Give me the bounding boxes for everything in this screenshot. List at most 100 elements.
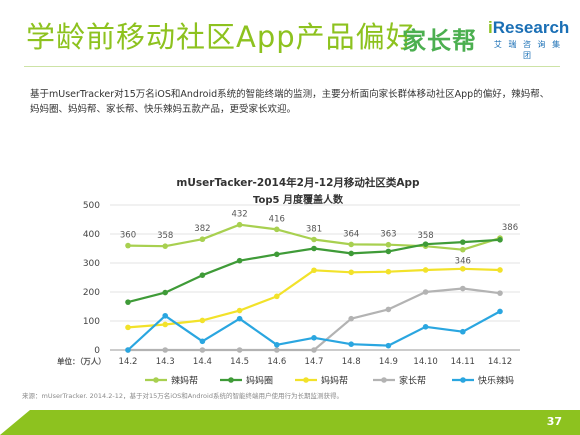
data-label: 358 bbox=[157, 231, 173, 241]
data-label: 364 bbox=[343, 229, 359, 239]
data-point bbox=[199, 272, 206, 278]
data-point bbox=[199, 347, 206, 353]
y-tick-label: 400 bbox=[83, 230, 100, 240]
footer-bar: 37 bbox=[0, 410, 580, 435]
chart-title: mUserTacker-2014年2月-12月移动社区类App bbox=[176, 176, 420, 189]
data-point bbox=[236, 257, 243, 264]
data-point bbox=[422, 267, 429, 273]
data-label: 358 bbox=[417, 231, 433, 241]
data-label: 346 bbox=[455, 257, 471, 267]
data-point bbox=[274, 293, 280, 300]
series-line bbox=[127, 310, 501, 351]
data-point bbox=[311, 236, 317, 243]
data-point bbox=[422, 324, 429, 330]
data-label: 381 bbox=[306, 225, 322, 235]
data-label: 386 bbox=[502, 223, 518, 233]
data-point bbox=[274, 251, 280, 258]
data-point bbox=[460, 239, 466, 245]
page-title: 学龄前移动社区App产品偏好 bbox=[26, 20, 416, 54]
legend-label: 家长帮 bbox=[399, 375, 426, 387]
iresearch-logo-brand: Research bbox=[492, 18, 570, 37]
data-point bbox=[422, 241, 429, 247]
y-axis-unit-label: 单位：（万人） bbox=[57, 356, 106, 366]
data-point bbox=[311, 245, 317, 252]
data-point bbox=[460, 266, 466, 272]
iresearch-logo-subtitle: 艾 瑞 咨 询 集 团 bbox=[493, 40, 563, 60]
legend-swatch-marker bbox=[153, 377, 159, 383]
data-point bbox=[385, 306, 392, 313]
data-point bbox=[497, 237, 503, 243]
data-point bbox=[385, 241, 392, 248]
data-point bbox=[311, 347, 317, 353]
x-tick-label: 14.7 bbox=[305, 357, 324, 367]
data-point bbox=[348, 269, 355, 276]
iresearch-logo-prefix: i bbox=[488, 18, 493, 37]
legend-label: 妈妈圈 bbox=[246, 375, 273, 387]
x-tick-label: 14.6 bbox=[267, 357, 286, 367]
data-point bbox=[348, 315, 355, 322]
data-label: 382 bbox=[194, 224, 210, 234]
data-point bbox=[274, 341, 280, 348]
data-point bbox=[497, 308, 503, 315]
data-point bbox=[236, 315, 243, 322]
data-point bbox=[162, 289, 168, 296]
data-point bbox=[162, 312, 168, 319]
data-point bbox=[236, 307, 243, 314]
page-number: 37 bbox=[546, 415, 562, 428]
chart-axes: 0 100 200 300 400 500 14.2 14.3 14.4 14.5 14.6 14.7… bbox=[83, 201, 512, 367]
data-point bbox=[236, 221, 243, 228]
data-point bbox=[348, 250, 355, 257]
legend-swatch-marker bbox=[460, 377, 466, 383]
data-point bbox=[460, 246, 466, 253]
data-point bbox=[422, 289, 429, 295]
x-tick-label: 14.4 bbox=[193, 357, 212, 367]
footer-wedge bbox=[0, 410, 30, 435]
x-tick-label: 14.10 bbox=[413, 357, 437, 367]
data-point bbox=[274, 226, 280, 233]
data-point bbox=[199, 236, 206, 243]
data-point bbox=[125, 299, 131, 305]
header-divider bbox=[24, 66, 560, 67]
x-tick-label: 14.8 bbox=[342, 357, 361, 367]
data-label: 363 bbox=[380, 230, 396, 240]
chart-lines bbox=[127, 223, 501, 352]
data-point bbox=[497, 290, 503, 296]
x-tick-label: 14.11 bbox=[451, 357, 475, 367]
y-tick-label: 200 bbox=[83, 288, 100, 298]
legend-swatch-marker bbox=[228, 377, 234, 383]
y-tick-label: 500 bbox=[83, 201, 100, 211]
data-point bbox=[125, 347, 131, 353]
data-point bbox=[311, 267, 317, 274]
chart-data-labels: 360 358 382 432 416 381 364 363 358 346 386 bbox=[120, 210, 518, 267]
data-point bbox=[497, 267, 503, 273]
y-tick-label: 100 bbox=[83, 317, 100, 327]
data-point bbox=[385, 268, 392, 275]
data-point bbox=[162, 321, 168, 328]
series-line bbox=[128, 287, 501, 352]
source-footnote: 来源：mUserTracker. 2014.2-12，基于对15万名iOS和An… bbox=[22, 392, 343, 400]
data-label: 432 bbox=[231, 210, 247, 220]
data-point bbox=[199, 317, 206, 324]
data-point bbox=[385, 248, 392, 255]
legend-label: 快乐辣妈 bbox=[478, 375, 514, 387]
legend-swatch-marker bbox=[303, 377, 309, 383]
data-point bbox=[199, 338, 206, 345]
description-text: 基于mUserTracker对15万名iOS和Android系统的智能终端的监测… bbox=[30, 89, 550, 115]
y-tick-label: 300 bbox=[83, 259, 100, 269]
data-point bbox=[125, 242, 131, 249]
series-line bbox=[127, 267, 501, 329]
data-point bbox=[385, 342, 392, 349]
y-tick-label: 0 bbox=[94, 346, 100, 356]
jiazhangbang-logo: 家长帮 bbox=[402, 27, 477, 55]
data-point bbox=[236, 347, 243, 353]
data-point bbox=[274, 347, 280, 353]
data-point bbox=[125, 324, 131, 331]
iresearch-logo: iResearch 艾 瑞 咨 询 集 团 bbox=[488, 18, 570, 61]
chart-subtitle: Top5 月度覆盖人数 bbox=[253, 193, 344, 206]
x-tick-label: 14.12 bbox=[488, 357, 512, 367]
data-point bbox=[348, 241, 355, 248]
x-tick-label: 14.3 bbox=[156, 357, 175, 367]
data-point bbox=[311, 335, 317, 341]
legend-label: 妈妈帮 bbox=[321, 375, 348, 387]
